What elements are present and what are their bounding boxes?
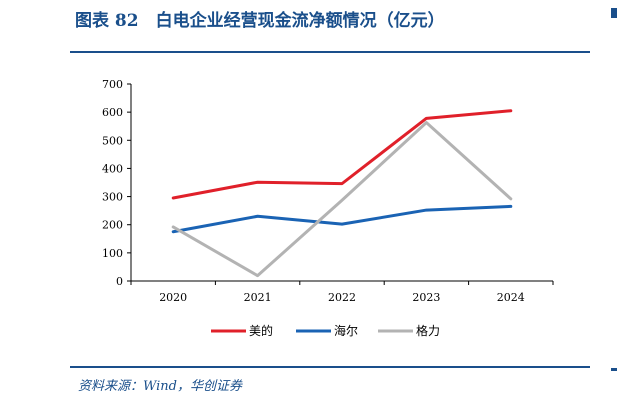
x-tick-label: 2020 [159, 291, 187, 304]
legend-label: 美的 [249, 323, 273, 338]
title-divider [70, 51, 590, 53]
source-note: 资料来源：Wind，华创证券 [78, 379, 242, 394]
y-tick-label: 200 [102, 219, 123, 232]
footer-divider [70, 366, 590, 368]
y-tick-label: 300 [102, 191, 123, 204]
legend-label: 格力 [416, 323, 440, 338]
chart-series [171, 109, 513, 278]
y-tick-label: 600 [102, 106, 123, 119]
y-tick-label: 500 [102, 134, 123, 147]
legend-label: 海尔 [334, 323, 358, 338]
x-tick-label: 2023 [412, 291, 440, 304]
series-line-美的 [171, 109, 513, 200]
x-tick-label: 2022 [328, 291, 356, 304]
series-line-海尔 [171, 204, 513, 234]
y-tick-label: 400 [102, 162, 123, 175]
x-tick-label: 2021 [244, 291, 272, 304]
y-tick-label: 0 [116, 275, 123, 288]
series-line-格力 [171, 121, 513, 278]
chart-axes: 0 100 200 300 400 500 600 700 2020 2021 2022 2023 20… [102, 78, 554, 304]
y-tick-label: 700 [102, 78, 123, 91]
x-tick-label: 2024 [497, 291, 525, 304]
y-tick-label: 100 [102, 247, 123, 260]
chart-legend: 美的 海尔 格力 [211, 323, 440, 338]
page-edge-mark [611, 368, 617, 371]
page-edge-mark [611, 8, 617, 18]
figure-title: 图表 82 白电企业经营现金流净额情况（亿元） [75, 11, 445, 31]
